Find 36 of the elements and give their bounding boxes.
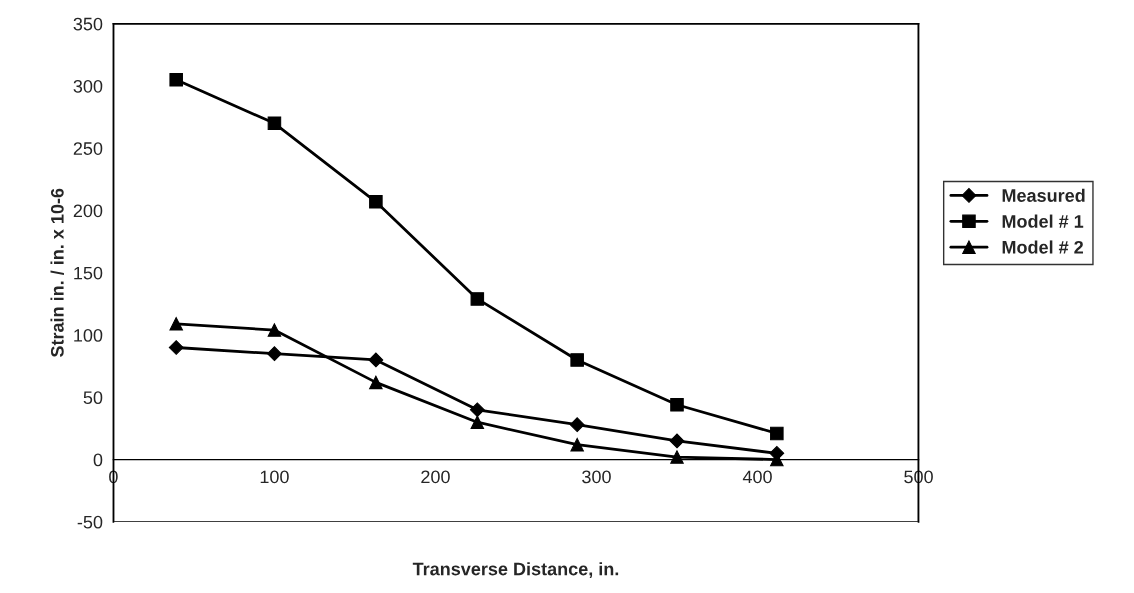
- legend-label: Measured: [1002, 188, 1085, 202]
- point: [570, 437, 584, 452]
- y-tick-label: -50: [77, 515, 103, 529]
- y-tick-label: 200: [73, 204, 103, 218]
- y-tick-label: 0: [93, 453, 103, 467]
- y-tick-label: 100: [74, 328, 103, 342]
- y-tick-label: 250: [73, 142, 103, 155]
- legend-label: Model # 1: [1002, 214, 1084, 228]
- point: [669, 433, 685, 449]
- point: [267, 346, 282, 362]
- point: [569, 417, 585, 433]
- point: [267, 116, 282, 131]
- point: [169, 72, 183, 87]
- point: [369, 375, 383, 390]
- x-tick-label: 400: [742, 470, 772, 484]
- y-tick-label: 50: [83, 391, 103, 405]
- point: [267, 323, 282, 337]
- point: [470, 292, 485, 306]
- point: [570, 353, 584, 367]
- x-tick-label: 300: [582, 470, 611, 484]
- y-tick-label: 350: [73, 17, 103, 31]
- y-tick-label: 150: [74, 266, 103, 280]
- point: [469, 402, 485, 418]
- point: [168, 340, 184, 355]
- point: [770, 426, 784, 441]
- point: [368, 352, 384, 368]
- point: [369, 195, 383, 209]
- y-tick-label: 300: [73, 79, 103, 93]
- x-tick-label: 100: [260, 470, 289, 484]
- y-axis-title: Strain in. / in. x 10-6: [50, 188, 64, 358]
- x-tick-label: 200: [421, 470, 450, 484]
- point: [470, 415, 485, 429]
- point: [169, 317, 183, 331]
- x-axis-title: Transverse Distance, in.: [412, 562, 619, 579]
- legend-label: Model # 2: [1002, 240, 1083, 254]
- point: [670, 398, 684, 412]
